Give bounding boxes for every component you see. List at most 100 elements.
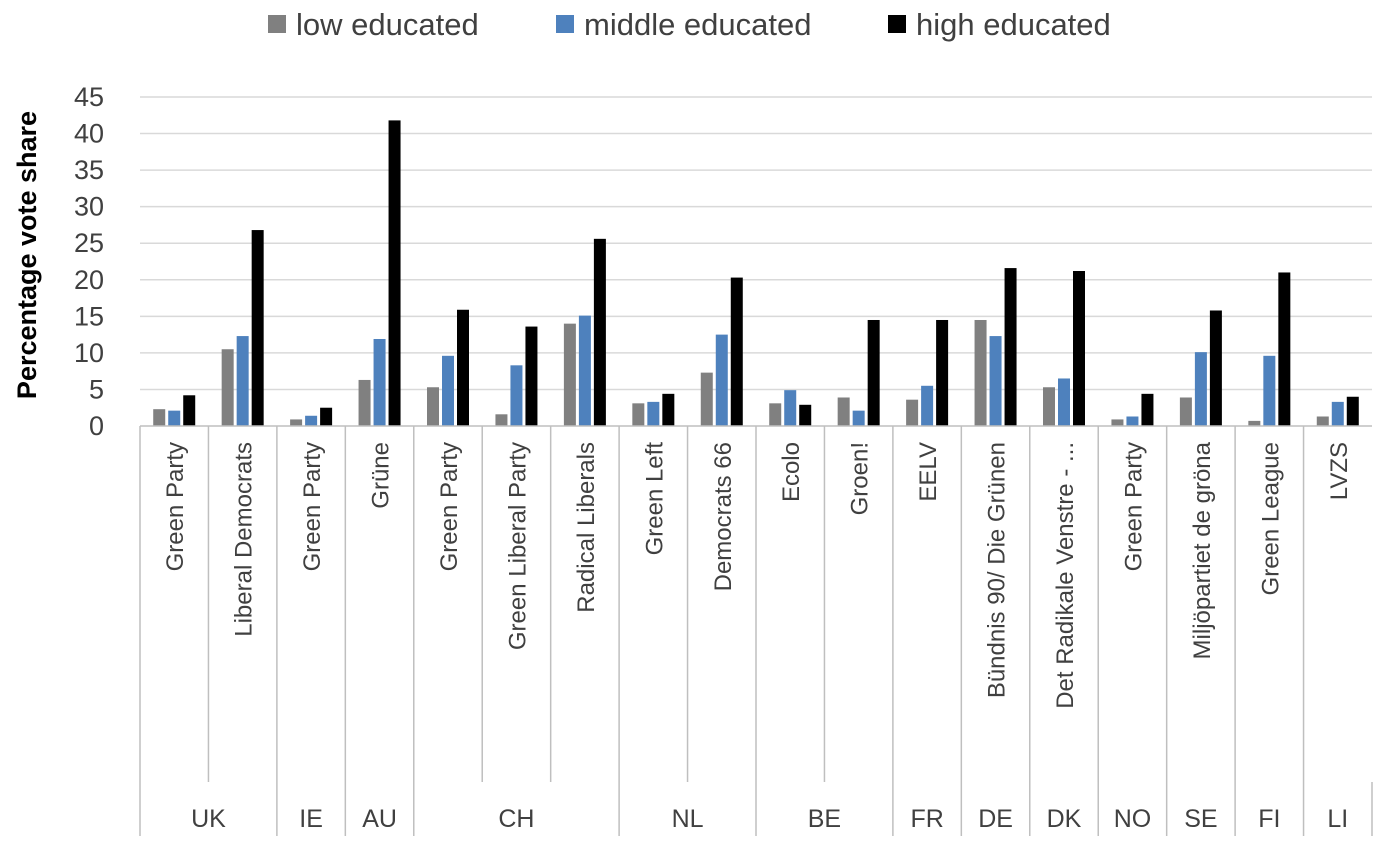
bar-middle-educated-13 — [1058, 378, 1070, 426]
legend-swatch — [888, 15, 906, 33]
bar-high-educated-9 — [799, 404, 812, 426]
bar-middle-educated-10 — [852, 410, 865, 426]
y-tick-label: 5 — [89, 374, 104, 404]
y-tick-label: 25 — [74, 228, 104, 258]
legend-swatch — [556, 15, 574, 33]
legend-label: low educated — [296, 7, 479, 42]
bar-middle-educated-16 — [1263, 355, 1276, 426]
country-label: BE — [808, 805, 841, 833]
bar-low-educated-9 — [769, 403, 782, 426]
party-label: Liberal Democrats — [231, 442, 258, 637]
y-tick-label: 40 — [74, 119, 104, 149]
y-tick-label: 0 — [89, 411, 104, 441]
bar-low-educated-17 — [1316, 416, 1329, 426]
bar-middle-educated-17 — [1331, 401, 1344, 426]
country-label: DK — [1047, 805, 1082, 833]
party-labels: Green Party Liberal Democrats Green Party G… — [162, 441, 1353, 708]
bar-middle-educated-1 — [236, 336, 249, 426]
bar-high-educated-17 — [1346, 396, 1359, 426]
y-tick-label: 10 — [74, 338, 104, 368]
country-label: LI — [1327, 805, 1348, 833]
bar-low-educated-4 — [427, 387, 439, 426]
y-tick-label: 30 — [74, 192, 104, 222]
bar-high-educated-13 — [1073, 271, 1085, 426]
party-label: Green Party — [299, 442, 326, 571]
y-tick-label: 45 — [74, 82, 104, 112]
party-label: Radical Liberals — [573, 442, 600, 613]
y-tick-label: 35 — [74, 155, 104, 185]
bar-low-educated-15 — [1179, 397, 1192, 426]
bar-high-educated-3 — [388, 120, 401, 426]
country-label: FR — [910, 805, 943, 833]
party-label: Bündnis 90/ Die Grünen — [984, 442, 1011, 698]
party-label: LVZS — [1326, 442, 1353, 500]
bar-high-educated-16 — [1278, 272, 1291, 426]
bar-middle-educated-14 — [1126, 416, 1139, 426]
bar-high-educated-14 — [1141, 393, 1154, 426]
bar-middle-educated-6 — [578, 315, 591, 426]
party-label: Miljöpartiet de gröna — [1189, 441, 1216, 659]
bar-high-educated-1 — [251, 230, 264, 426]
party-label: Green Party — [436, 442, 463, 571]
party-label: Green Liberal Party — [504, 442, 531, 650]
bars — [153, 120, 1359, 426]
y-axis-label: Percentage vote share — [12, 111, 42, 399]
bar-middle-educated-7 — [647, 401, 660, 426]
bar-low-educated-10 — [837, 397, 850, 426]
bar-high-educated-7 — [662, 393, 675, 426]
country-label: SE — [1184, 805, 1217, 833]
bar-middle-educated-11 — [921, 385, 934, 426]
country-label: NL — [672, 805, 704, 833]
bar-middle-educated-12 — [989, 336, 1002, 426]
party-label: Det Radikale Venstre - ... — [1052, 442, 1079, 709]
bar-middle-educated-8 — [715, 334, 728, 426]
bar-low-educated-6 — [563, 323, 576, 426]
party-label: Democrats 66 — [710, 442, 737, 591]
bar-low-educated-8 — [700, 372, 713, 426]
party-label: Grüne — [368, 442, 395, 509]
bar-middle-educated-9 — [784, 390, 797, 426]
legend-label: middle educated — [584, 7, 812, 42]
bar-high-educated-11 — [936, 319, 949, 426]
bar-low-educated-5 — [495, 414, 508, 426]
y-axis-ticks: 0 5 10 15 20 25 30 35 40 45 — [74, 82, 104, 441]
bar-middle-educated-2 — [305, 415, 318, 426]
bar-low-educated-11 — [906, 399, 919, 426]
bar-high-educated-4 — [457, 309, 469, 426]
party-label: Ecolo — [778, 442, 805, 502]
gridlines — [140, 96, 1372, 391]
bar-high-educated-5 — [525, 326, 538, 426]
y-tick-label: 15 — [74, 301, 104, 331]
bar-middle-educated-4 — [442, 355, 454, 426]
bar-high-educated-10 — [867, 319, 880, 426]
bar-low-educated-14 — [1111, 419, 1124, 426]
x-axis — [139, 425, 1373, 836]
legend-label: high educated — [916, 7, 1111, 42]
bar-high-educated-8 — [730, 277, 743, 426]
party-label: Green Left — [641, 442, 668, 556]
bar-low-educated-2 — [290, 419, 303, 426]
bar-high-educated-2 — [320, 407, 333, 426]
country-label: DE — [978, 805, 1013, 833]
bar-low-educated-16 — [1248, 420, 1261, 426]
bar-middle-educated-3 — [373, 338, 386, 426]
bar-middle-educated-15 — [1194, 352, 1207, 426]
bar-low-educated-1 — [221, 349, 234, 426]
country-label: CH — [498, 805, 534, 833]
y-tick-label: 20 — [74, 265, 104, 295]
country-label: UK — [191, 805, 226, 833]
bar-middle-educated-5 — [510, 365, 523, 426]
bar-high-educated-12 — [1004, 268, 1017, 426]
bar-low-educated-0 — [153, 409, 166, 426]
bar-low-educated-13 — [1043, 387, 1055, 426]
bar-low-educated-12 — [974, 319, 987, 426]
party-label: EELV — [915, 442, 942, 502]
bar-high-educated-0 — [183, 395, 196, 426]
party-label: Groen! — [847, 442, 874, 515]
country-labels: UK IE AU CH NL BE FR DE DK NO SE FI LI — [191, 805, 1348, 833]
party-label: Green Party — [1120, 442, 1147, 571]
bar-low-educated-3 — [358, 379, 371, 426]
bar-high-educated-6 — [593, 238, 606, 426]
